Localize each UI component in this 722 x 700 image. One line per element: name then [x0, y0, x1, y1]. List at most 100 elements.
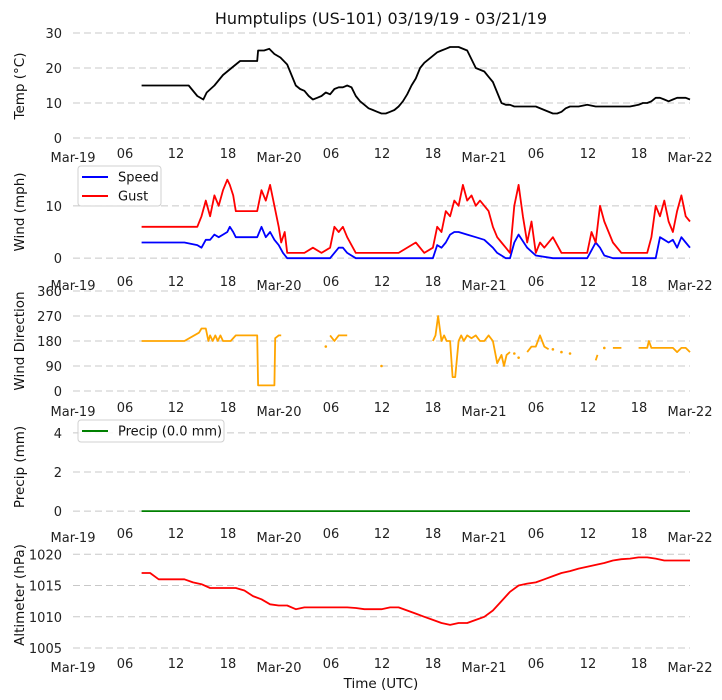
y-tick-label: 0 [54, 252, 62, 267]
series-line-direction [638, 340, 691, 353]
y-tick-label: 1005 [29, 642, 62, 657]
x-tick-label: 12 [580, 401, 597, 416]
x-tick-label: 18 [425, 147, 442, 162]
x-tick-label: 06 [117, 147, 134, 162]
x-tick-label: 06 [528, 527, 545, 542]
data-point [568, 352, 572, 355]
data-point [380, 364, 383, 368]
x-tick-label: 12 [168, 657, 185, 672]
x-tick-label: Mar-21 [462, 531, 507, 546]
y-axis-label: Wind Direction [12, 291, 28, 390]
x-tick-label: 06 [117, 401, 134, 416]
x-tick-label: Mar-20 [257, 531, 302, 546]
x-tick-label: Mar-22 [668, 405, 713, 420]
x-tick-label: 18 [425, 527, 442, 542]
y-tick-label: 10 [45, 97, 62, 112]
x-tick-label: 18 [220, 401, 237, 416]
x-tick-label: Mar-20 [257, 279, 302, 294]
y-tick-label: 20 [45, 62, 62, 77]
x-tick-label: 06 [117, 275, 134, 290]
legend-box [77, 419, 225, 443]
series-line-direction [526, 334, 550, 353]
x-tick-label: 06 [323, 275, 340, 290]
legend-label: Speed [118, 171, 159, 186]
x-tick-label: 12 [374, 147, 391, 162]
y-axis-label: Precip (mm) [12, 426, 28, 508]
x-tick-label: 06 [323, 147, 340, 162]
series-line-gust [141, 178, 691, 254]
x-tick-label: 18 [220, 527, 237, 542]
data-point [513, 352, 516, 355]
x-tick-label: 18 [631, 401, 648, 416]
data-point [324, 345, 328, 348]
x-tick-label: Mar-21 [462, 279, 507, 294]
x-tick-label: 18 [631, 657, 648, 672]
x-tick-label: 06 [323, 527, 340, 542]
y-tick-label: 2 [54, 466, 62, 481]
x-axis-label: Time (UTC) [343, 676, 419, 692]
x-tick-label: Mar-19 [51, 531, 96, 546]
x-tick-label: Mar-20 [257, 151, 302, 166]
x-tick-label: 06 [323, 401, 340, 416]
x-tick-label: 12 [580, 657, 597, 672]
x-tick-label: Mar-22 [668, 661, 713, 676]
y-tick-label: 1020 [29, 548, 62, 563]
x-tick-label: Mar-19 [51, 279, 96, 294]
x-tick-label: 18 [220, 275, 237, 290]
temp-panel: 0 10 20 30 Temp (°C) Mar-19 06 12 18 Mar-20 06 12 18… [12, 27, 712, 166]
y-tick-label: 270 [37, 310, 62, 325]
x-tick-label: 06 [528, 275, 545, 290]
data-point [603, 346, 606, 350]
x-tick-label: 06 [117, 657, 134, 672]
x-tick-label: 18 [425, 275, 442, 290]
y-tick-label: 1015 [29, 580, 62, 595]
series-line-temp [141, 46, 691, 115]
x-tick-label: 18 [631, 275, 648, 290]
x-tick-label: 06 [528, 401, 545, 416]
series-line-speed [141, 225, 691, 260]
x-tick-label: 12 [374, 527, 391, 542]
y-axis-label: Wind (mph) [12, 172, 28, 251]
x-tick-label: 12 [374, 657, 391, 672]
y-axis-label: Temp (°C) [12, 53, 28, 121]
y-axis-label: Altimeter (hPa) [12, 544, 28, 646]
x-tick-label: Mar-20 [257, 661, 302, 676]
x-tick-label: Mar-19 [51, 405, 96, 420]
x-tick-label: 12 [374, 275, 391, 290]
x-tick-label: Mar-19 [51, 661, 96, 676]
series-line-direction [594, 354, 599, 361]
y-tick-label: 180 [37, 335, 62, 350]
x-tick-label: 06 [528, 657, 545, 672]
legend-label: Precip (0.0 mm) [118, 425, 222, 440]
x-tick-label: 12 [580, 147, 597, 162]
x-tick-label: 12 [374, 401, 391, 416]
y-tick-label: 0 [54, 385, 62, 400]
x-tick-label: Mar-20 [257, 405, 302, 420]
y-tick-label: 360 [37, 285, 62, 300]
x-tick-label: 12 [580, 527, 597, 542]
series-line-direction [141, 327, 282, 387]
x-tick-label: 18 [631, 147, 648, 162]
data-point [560, 350, 563, 354]
y-tick-label: 0 [54, 505, 62, 520]
x-tick-label: Mar-22 [668, 531, 713, 546]
x-tick-label: 12 [168, 275, 185, 290]
x-tick-label: Mar-19 [51, 151, 96, 166]
y-tick-label: 1010 [29, 611, 62, 626]
x-tick-label: 12 [168, 401, 185, 416]
legend-label: Gust [118, 190, 148, 205]
y-tick-label: 10 [45, 200, 62, 215]
x-tick-label: 18 [220, 657, 237, 672]
wind-panel: 0 10 Wind (mph) Mar-19 06 12 18 Mar-20 06 12 18 Mar… [12, 165, 713, 294]
x-tick-label: 06 [528, 147, 545, 162]
x-tick-label: Mar-22 [668, 279, 713, 294]
precip-panel: 0 2 4 Precip (mm) Mar-19 06 12 18 Mar-20 06 12 18 Ma… [12, 419, 713, 546]
chart-title: Humptulips (US-101) 03/19/19 - 03/21/19 [215, 9, 547, 28]
wind-direction-panel: 0 90 180 270 360 Wind Direction Mar-19 06 12 18 Ma… [12, 285, 712, 420]
x-tick-label: 18 [631, 527, 648, 542]
y-tick-label: 4 [54, 427, 62, 442]
x-tick-label: Mar-21 [462, 405, 507, 420]
x-tick-label: 18 [425, 401, 442, 416]
